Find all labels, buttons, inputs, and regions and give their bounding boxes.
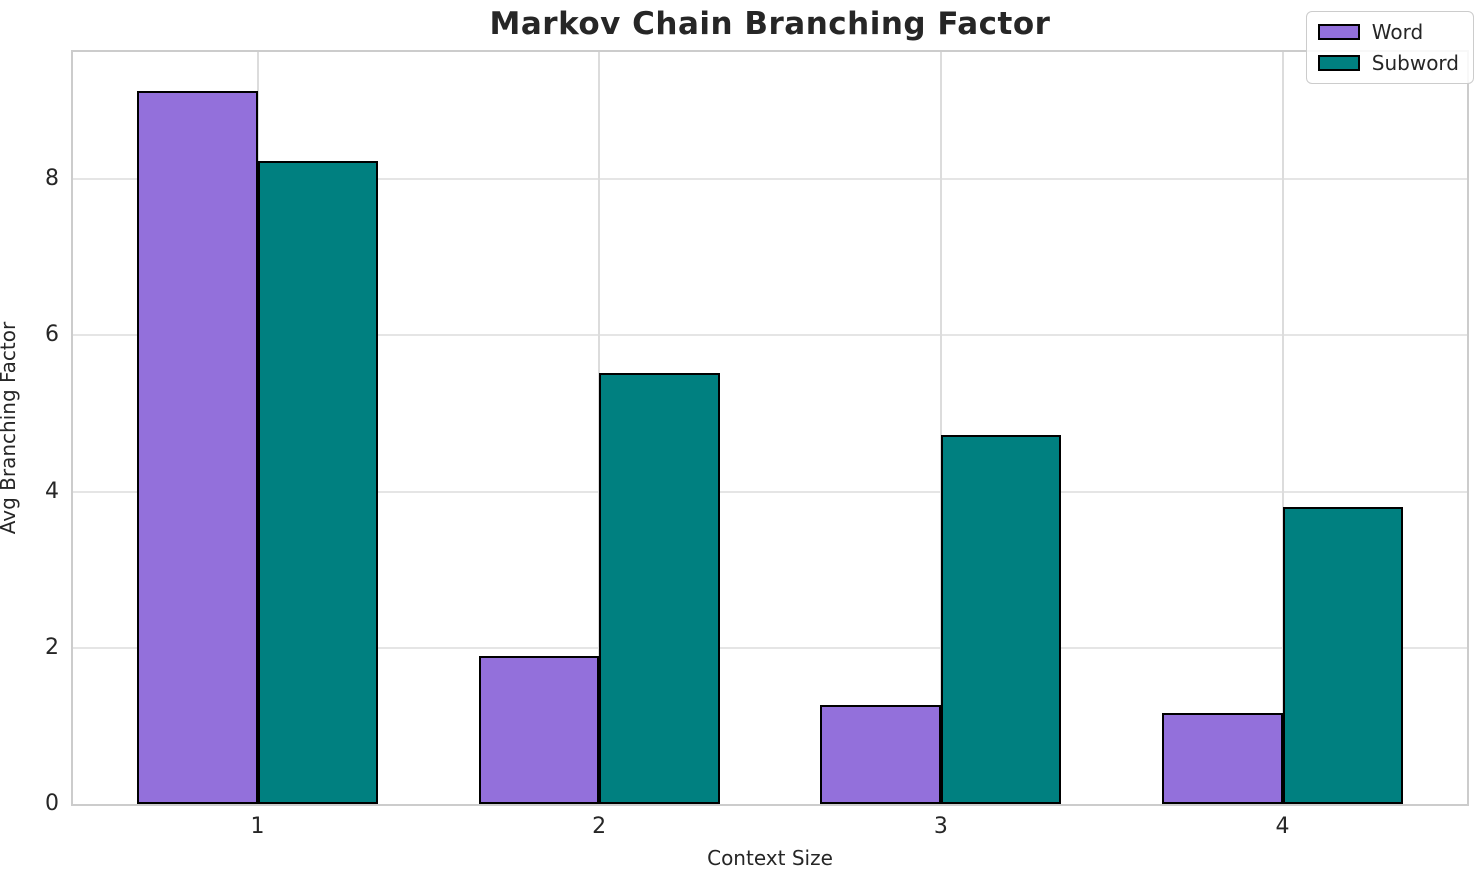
bar-subword-context-4 — [1282, 507, 1403, 804]
legend: Word Subword — [1305, 11, 1474, 84]
legend-swatch-subword — [1317, 55, 1360, 71]
y-axis-label: Avg Branching Factor — [0, 321, 20, 535]
bar-word-context-1 — [137, 91, 258, 804]
bar-word-context-4 — [1162, 712, 1283, 804]
legend-label-subword: Subword — [1371, 51, 1459, 75]
gridline-y-6 — [73, 334, 1467, 337]
y-tick-label-2: 2 — [45, 634, 59, 660]
y-tick-label-6: 6 — [45, 322, 59, 348]
gridline-y-2 — [73, 646, 1467, 649]
gridline-x-4 — [1281, 52, 1284, 804]
legend-label-word: Word — [1371, 20, 1424, 44]
y-tick-label-8: 8 — [45, 166, 59, 192]
bar-word-context-3 — [820, 704, 941, 804]
gridline-y-4 — [73, 490, 1467, 493]
bar-subword-context-2 — [599, 372, 720, 804]
gridline-x-3 — [939, 52, 942, 804]
legend-swatch-word — [1317, 24, 1360, 40]
x-tick-label-2: 2 — [592, 814, 607, 839]
bar-word-context-2 — [478, 655, 600, 804]
x-tick-label-4: 4 — [1275, 814, 1290, 839]
plot-area: 0 2 4 6 8 1 2 3 4 — [45, 50, 1469, 838]
bar-subword-context-1 — [257, 161, 378, 804]
bar-subword-context-3 — [940, 435, 1062, 804]
y-tick-label-4: 4 — [45, 478, 59, 504]
chart-title: Markov Chain Branching Factor — [489, 6, 1051, 42]
gridline-y-8 — [73, 178, 1467, 181]
legend-item-subword: Subword — [1317, 51, 1459, 75]
legend-item-word: Word — [1317, 20, 1459, 44]
x-axis-label: Context Size — [707, 846, 833, 870]
y-tick-label-0: 0 — [45, 791, 59, 816]
x-tick-label-3: 3 — [933, 814, 948, 839]
x-tick-label-1: 1 — [250, 814, 265, 839]
